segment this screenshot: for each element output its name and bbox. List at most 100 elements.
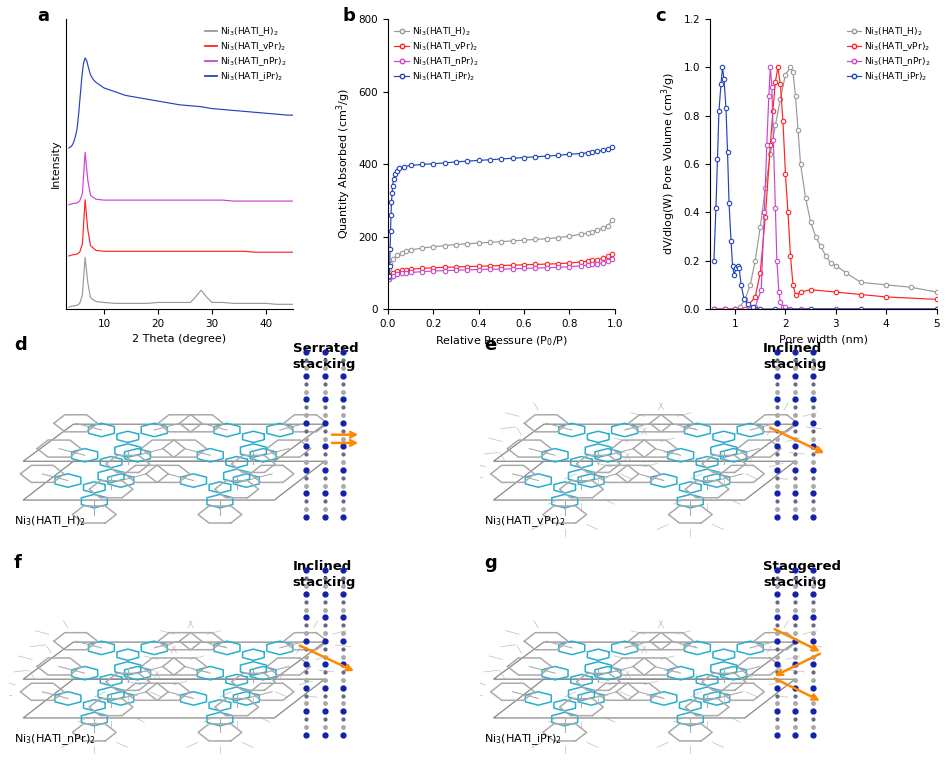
Ni$_3$(HATI_iPr)$_2$ bbox=[136, 94, 148, 103]
Ni$_3$(HATI_H)$_2$ bbox=[392, 251, 403, 260]
Ni$_3$(HATI_vPr)$_2$ bbox=[507, 261, 518, 270]
Ni$_3$(HATI_nPr)$_2$ bbox=[780, 302, 791, 311]
Ni$_3$(HATI_nPr)$_2$ bbox=[530, 263, 541, 272]
Ni$_3$(HATI_nPr)$_2$ bbox=[770, 203, 781, 212]
Ni$_3$(HATI_nPr)$_2$ bbox=[206, 195, 218, 204]
Ni$_3$(HATI_nPr)$_2$ bbox=[260, 197, 272, 206]
Ni$_3$(HATI_H)$_2$ bbox=[98, 298, 110, 307]
Ni$_3$(HATI_H)$_2$ bbox=[288, 300, 299, 309]
Ni$_3$(HATI_H)$_2$ bbox=[775, 95, 786, 104]
Ni$_3$(HATI_H)$_2$ bbox=[109, 299, 120, 308]
Text: Ni$_3$(HATI_iPr)$_2$: Ni$_3$(HATI_iPr)$_2$ bbox=[484, 732, 562, 747]
Ni$_3$(HATI_vPr)$_2$ bbox=[598, 253, 609, 262]
Ni$_3$(HATI_H)$_2$ bbox=[787, 68, 798, 77]
Ni$_3$(HATI_nPr)$_2$ bbox=[184, 195, 196, 204]
Ni$_3$(HATI_H)$_2$ bbox=[855, 278, 867, 287]
Ni$_3$(HATI_vPr)$_2$ bbox=[238, 246, 250, 256]
Ni$_3$(HATI_H)$_2$ bbox=[518, 236, 530, 245]
Ni$_3$(HATI_vPr)$_2$ bbox=[790, 290, 801, 299]
Ni$_3$(HATI_iPr)$_2$ bbox=[282, 111, 293, 120]
Ni$_3$(HATI_nPr)$_2$ bbox=[582, 261, 593, 270]
Ni$_3$(HATI_nPr)$_2$ bbox=[77, 189, 88, 198]
Ni$_3$(HATI_iPr)$_2$ bbox=[726, 237, 737, 246]
Ni$_3$(HATI_iPr)$_2$ bbox=[238, 107, 250, 116]
Ni$_3$(HATI_H)$_2$ bbox=[142, 299, 153, 308]
Ni$_3$(HATI_H)$_2$ bbox=[603, 221, 614, 230]
Ni$_3$(HATI_iPr)$_2$ bbox=[386, 198, 397, 207]
Ni$_3$(HATI_nPr)$_2$ bbox=[496, 265, 507, 274]
Ni$_3$(HATI_nPr)$_2$ bbox=[763, 92, 775, 101]
Ni$_3$(HATI_iPr)$_2$ bbox=[603, 145, 614, 154]
Ni$_3$(HATI_H)$_2$ bbox=[734, 302, 745, 311]
Ni$_3$(HATI_nPr)$_2$ bbox=[228, 197, 239, 206]
Ni$_3$(HATI_nPr)$_2$ bbox=[74, 197, 85, 206]
Ni$_3$(HATI_vPr)$_2$ bbox=[582, 256, 593, 266]
Text: Serrated
stacking: Serrated stacking bbox=[292, 342, 359, 371]
Ni$_3$(HATI_vPr)$_2$ bbox=[473, 262, 484, 271]
Ni$_3$(HATI_vPr)$_2$ bbox=[603, 252, 614, 261]
Line: Ni$_3$(HATI_vPr)$_2$: Ni$_3$(HATI_vPr)$_2$ bbox=[387, 252, 615, 279]
Ni$_3$(HATI_iPr)$_2$ bbox=[385, 210, 396, 220]
Ni$_3$(HATI_iPr)$_2$ bbox=[81, 56, 93, 66]
Ni$_3$(HATI_vPr)$_2$ bbox=[749, 292, 761, 301]
Ni$_3$(HATI_vPr)$_2$ bbox=[416, 264, 428, 273]
Ni$_3$(HATI_vPr)$_2$ bbox=[881, 292, 892, 301]
Ni$_3$(HATI_nPr)$_2$ bbox=[762, 140, 773, 150]
Ni$_3$(HATI_H)$_2$ bbox=[238, 299, 250, 308]
Ni$_3$(HATI_iPr)$_2$ bbox=[67, 139, 79, 148]
Ni$_3$(HATI_nPr)$_2$ bbox=[518, 264, 530, 273]
Ni$_3$(HATI_vPr)$_2$ bbox=[575, 257, 587, 266]
Ni$_3$(HATI_vPr)$_2$ bbox=[250, 248, 261, 257]
Ni$_3$(HATI_vPr)$_2$ bbox=[719, 304, 730, 314]
Ni$_3$(HATI_nPr)$_2$ bbox=[66, 199, 78, 208]
Ni$_3$(HATI_nPr)$_2$ bbox=[120, 195, 131, 204]
Ni$_3$(HATI_H)$_2$ bbox=[450, 240, 462, 249]
Ni$_3$(HATI_vPr)$_2$ bbox=[260, 248, 272, 257]
Ni$_3$(HATI_H)$_2$ bbox=[163, 298, 174, 307]
Ni$_3$(HATI_vPr)$_2$ bbox=[90, 246, 101, 255]
Ni$_3$(HATI_iPr)$_2$ bbox=[709, 256, 720, 266]
Ni$_3$(HATI_nPr)$_2$ bbox=[109, 195, 120, 204]
Ni$_3$(HATI_H)$_2$ bbox=[85, 293, 96, 302]
Ni$_3$(HATI_nPr)$_2$ bbox=[142, 195, 153, 204]
Ni$_3$(HATI_vPr)$_2$ bbox=[775, 80, 786, 89]
Ni$_3$(HATI_iPr)$_2$ bbox=[217, 105, 228, 114]
Ni$_3$(HATI_iPr)$_2$ bbox=[196, 102, 207, 111]
Text: c: c bbox=[656, 8, 666, 25]
Ni$_3$(HATI_vPr)$_2$ bbox=[755, 269, 766, 278]
Ni$_3$(HATI_iPr)$_2$ bbox=[66, 141, 78, 150]
Text: Ni$_3$(HATI_nPr)$_2$: Ni$_3$(HATI_nPr)$_2$ bbox=[14, 732, 96, 747]
Ni$_3$(HATI_iPr)$_2$ bbox=[530, 153, 541, 162]
Ni$_3$(HATI_iPr)$_2$ bbox=[174, 100, 185, 109]
Ni$_3$(HATI_nPr)$_2$ bbox=[387, 271, 398, 280]
Line: Ni$_3$(HATI_vPr)$_2$: Ni$_3$(HATI_vPr)$_2$ bbox=[69, 200, 293, 256]
Ni$_3$(HATI_iPr)$_2$ bbox=[142, 95, 153, 104]
Line: Ni$_3$(HATI_iPr)$_2$: Ni$_3$(HATI_iPr)$_2$ bbox=[387, 145, 615, 278]
Ni$_3$(HATI_vPr)$_2$ bbox=[163, 246, 174, 256]
X-axis label: 2 Theta (degree): 2 Theta (degree) bbox=[132, 334, 227, 344]
Ni$_3$(HATI_vPr)$_2$ bbox=[541, 259, 552, 269]
Ni$_3$(HATI_vPr)$_2$ bbox=[606, 250, 618, 259]
Ni$_3$(HATI_vPr)$_2$ bbox=[931, 295, 942, 304]
Ni$_3$(HATI_nPr)$_2$ bbox=[271, 197, 282, 206]
Ni$_3$(HATI_vPr)$_2$ bbox=[79, 195, 91, 204]
Text: d: d bbox=[14, 336, 26, 354]
Text: Ni$_3$(HATI_H)$_2$: Ni$_3$(HATI_H)$_2$ bbox=[14, 514, 86, 530]
Ni$_3$(HATI_iPr)$_2$ bbox=[728, 271, 740, 280]
Ni$_3$(HATI_nPr)$_2$ bbox=[385, 272, 396, 282]
Ni$_3$(HATI_nPr)$_2$ bbox=[98, 195, 110, 204]
Ni$_3$(HATI_nPr)$_2$ bbox=[719, 304, 730, 314]
Ni$_3$(HATI_H)$_2$ bbox=[575, 230, 587, 239]
Ni$_3$(HATI_H)$_2$ bbox=[709, 304, 720, 314]
Ni$_3$(HATI_iPr)$_2$ bbox=[288, 111, 299, 120]
Ni$_3$(HATI_iPr)$_2$ bbox=[739, 295, 750, 304]
Ni$_3$(HATI_nPr)$_2$ bbox=[131, 195, 142, 204]
Ni$_3$(HATI_vPr)$_2$ bbox=[795, 288, 806, 297]
Ni$_3$(HATI_iPr)$_2$ bbox=[462, 156, 473, 166]
Ni$_3$(HATI_H)$_2$ bbox=[184, 298, 196, 307]
Ni$_3$(HATI_nPr)$_2$ bbox=[768, 135, 780, 144]
Ni$_3$(HATI_nPr)$_2$ bbox=[564, 262, 575, 271]
Ni$_3$(HATI_iPr)$_2$ bbox=[79, 53, 91, 63]
Ni$_3$(HATI_nPr)$_2$ bbox=[484, 265, 496, 274]
Ni$_3$(HATI_vPr)$_2$ bbox=[82, 225, 94, 234]
